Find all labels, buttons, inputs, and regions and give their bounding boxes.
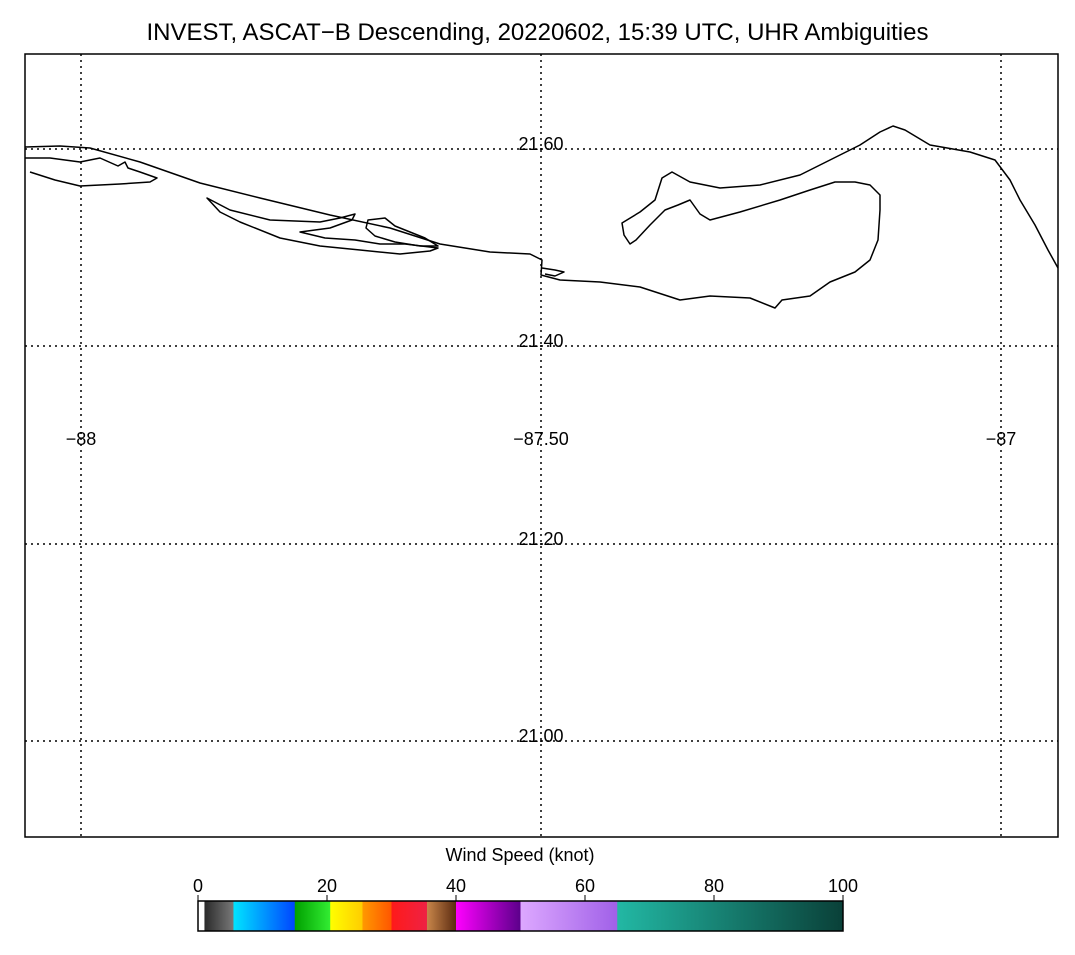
colorbar-band xyxy=(391,901,428,931)
colorbar-tick-0: 0 xyxy=(192,876,204,896)
lon-label-87: −87 xyxy=(986,429,1017,449)
colorbar-band xyxy=(294,901,331,931)
colorbar-segments xyxy=(198,901,844,931)
colorbar-frame xyxy=(197,900,844,932)
colorbar-band xyxy=(520,901,618,931)
lat-label-21-00: 21.00 xyxy=(518,726,563,746)
coastline-lagoon-west xyxy=(25,157,158,187)
colorbar-band xyxy=(233,901,296,931)
colorbar-band xyxy=(617,901,844,931)
coastline xyxy=(24,125,1059,309)
colorbar-band xyxy=(456,901,521,931)
colorbar-band xyxy=(204,901,234,931)
lat-label-21-40: 21.40 xyxy=(518,331,563,351)
colorbar-band xyxy=(362,901,392,931)
colorbar-band xyxy=(198,901,205,931)
colorbar-tick-80: 80 xyxy=(703,876,725,896)
colorbar-tick-60: 60 xyxy=(574,876,596,896)
lat-label-21-20: 21.20 xyxy=(518,529,563,549)
coastline-island-1 xyxy=(206,197,439,255)
lon-label-87-50: −87.50 xyxy=(513,429,569,449)
colorbar-ticks xyxy=(197,895,844,901)
colorbar-band xyxy=(330,901,363,931)
lat-label-21-60: 21.60 xyxy=(518,134,563,154)
chart-title: INVEST, ASCAT−B Descending, 20220602, 15… xyxy=(146,19,929,46)
lon-label-88: −88 xyxy=(66,429,97,449)
colorbar-tick-40: 40 xyxy=(445,876,467,896)
coastline-island-2 xyxy=(365,217,439,247)
graticule xyxy=(25,54,1058,837)
coastline-spit xyxy=(541,267,565,277)
colorbar xyxy=(197,895,844,932)
colorbar-tick-20: 20 xyxy=(316,876,338,896)
colorbar-tick-100: 100 xyxy=(827,876,859,896)
coastline-main xyxy=(24,125,1059,309)
colorbar-title: Wind Speed (knot) xyxy=(445,845,595,865)
colorbar-band xyxy=(426,901,457,931)
